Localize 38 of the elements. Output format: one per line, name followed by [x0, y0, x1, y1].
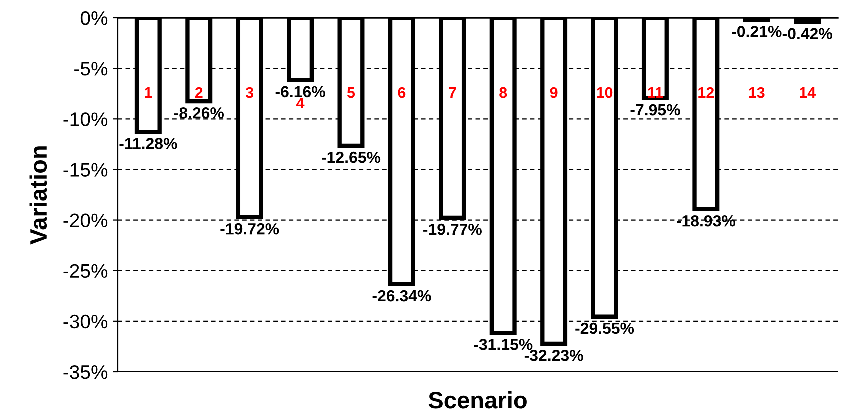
y-tick-label: -35% [64, 365, 108, 380]
data-label: -7.95% [630, 104, 680, 116]
data-label: -19.72% [220, 223, 280, 235]
data-label: -32.23% [524, 350, 584, 362]
x-tick-label: 1 [145, 88, 152, 98]
y-tick-label: -5% [74, 62, 108, 76]
x-tick-label: 5 [347, 88, 356, 98]
data-label: -12.65% [322, 152, 381, 164]
x-tick-label: 12 [698, 87, 714, 98]
x-tick-label: 10 [597, 87, 613, 98]
x-tick-label: 4 [296, 98, 305, 109]
data-label: -18.93% [677, 215, 736, 227]
x-tick-label: 13 [749, 87, 765, 98]
data-label: -0.21% [732, 26, 782, 38]
y-tick-label: -25% [64, 264, 108, 278]
y-axis-title: Variation [30, 146, 48, 245]
data-label: -31.15% [474, 339, 533, 350]
x-axis-title: Scenario [428, 391, 527, 409]
data-label: -26.34% [372, 290, 432, 302]
y-tick-label: -30% [64, 314, 108, 329]
y-tick-label: -15% [64, 163, 108, 177]
x-tick-label: 14 [800, 88, 816, 98]
data-label: -0.42% [782, 28, 832, 40]
x-tick-label: 8 [500, 87, 508, 98]
y-tick-label: -20% [64, 214, 108, 228]
data-label: -6.16% [276, 86, 326, 98]
x-tick-label: 7 [449, 88, 456, 98]
data-label: -19.77% [424, 224, 482, 236]
x-tick-label: 6 [398, 87, 406, 98]
x-tick-label: 11 [648, 88, 664, 98]
y-tick-label: -10% [64, 112, 108, 126]
y-tick-label: 0% [80, 11, 108, 26]
data-label: -11.28% [120, 138, 178, 150]
x-tick-label: 9 [550, 87, 558, 98]
data-label: -8.26% [174, 108, 224, 119]
data-label: -29.55% [576, 322, 634, 334]
x-tick-label: 2 [195, 87, 203, 98]
x-tick-label: 3 [246, 87, 254, 98]
